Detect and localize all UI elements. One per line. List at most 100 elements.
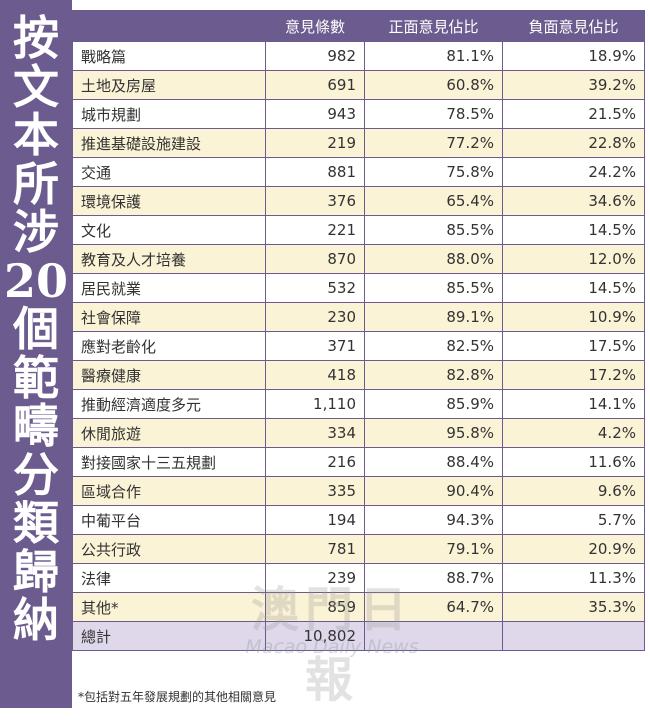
side-title-char: 納	[13, 593, 59, 647]
row-opinion-count: 219	[265, 128, 365, 158]
row-positive-share: 90.4%	[364, 476, 503, 506]
side-title-banner: 按 文 本 所 涉 20 個 範 疇 分 類 歸 納	[0, 0, 72, 708]
table-total-row: 總計 10,802	[72, 621, 645, 651]
row-opinion-count: 230	[265, 302, 365, 332]
row-positive-share: 60.8%	[364, 70, 503, 100]
row-opinion-count: 239	[265, 563, 365, 593]
total-opinion-count: 10,802	[265, 621, 365, 651]
row-opinion-count: 881	[265, 157, 365, 187]
row-positive-share: 78.5%	[364, 99, 503, 129]
row-category: 法律	[72, 563, 266, 593]
row-opinion-count: 943	[265, 99, 365, 129]
table-row: 公共行政 781 79.1% 20.9%	[72, 534, 645, 564]
table-row: 戰略篇 982 81.1% 18.9%	[72, 41, 645, 71]
row-category: 休閒旅遊	[72, 418, 266, 448]
table-row: 中葡平台 194 94.3% 5.7%	[72, 505, 645, 535]
row-positive-share: 81.1%	[364, 41, 503, 71]
row-positive-share: 89.1%	[364, 302, 503, 332]
row-category: 交通	[72, 157, 266, 187]
row-negative-share: 10.9%	[502, 302, 645, 332]
table-row: 文化 221 85.5% 14.5%	[72, 215, 645, 245]
row-category: 區域合作	[72, 476, 266, 506]
side-title-char: 按	[13, 11, 59, 65]
side-title-char: 分	[13, 447, 59, 502]
row-opinion-count: 371	[265, 331, 365, 361]
row-negative-share: 9.6%	[502, 476, 645, 506]
row-negative-share: 18.9%	[502, 41, 645, 71]
row-category: 社會保障	[72, 302, 266, 332]
footnote: *包括對五年發展規劃的其他相關意見	[78, 690, 277, 704]
table-row: 應對老齡化 371 82.5% 17.5%	[72, 331, 645, 361]
row-opinion-count: 870	[265, 244, 365, 274]
row-negative-share: 17.2%	[502, 360, 645, 390]
total-positive-share	[364, 621, 503, 651]
side-title-char: 本	[13, 108, 59, 162]
row-positive-share: 82.5%	[364, 331, 503, 361]
row-positive-share: 64.7%	[364, 592, 503, 622]
row-opinion-count: 1,110	[265, 389, 365, 419]
row-category: 文化	[72, 215, 266, 245]
side-title-char: 涉	[13, 205, 59, 259]
header-positive-share: 正面意見佔比	[364, 10, 503, 42]
row-opinion-count: 859	[265, 592, 365, 622]
header-negative-share: 負面意見佔比	[502, 10, 645, 42]
side-title-char: 20	[3, 253, 68, 308]
table-row: 休閒旅遊 334 95.8% 4.2%	[72, 418, 645, 448]
table-row: 醫療健康 418 82.8% 17.2%	[72, 360, 645, 390]
table-row: 交通 881 75.8% 24.2%	[72, 157, 645, 187]
row-negative-share: 35.3%	[502, 592, 645, 622]
row-negative-share: 4.2%	[502, 418, 645, 448]
row-negative-share: 21.5%	[502, 99, 645, 129]
row-positive-share: 75.8%	[364, 157, 503, 187]
row-category: 其他*	[72, 592, 266, 622]
row-positive-share: 82.8%	[364, 360, 503, 390]
row-positive-share: 65.4%	[364, 186, 503, 216]
row-category: 應對老齡化	[72, 331, 266, 361]
row-category: 居民就業	[72, 273, 266, 303]
table-row: 社會保障 230 89.1% 10.9%	[72, 302, 645, 332]
row-opinion-count: 221	[265, 215, 365, 245]
row-category: 推進基礎設施建設	[72, 128, 266, 158]
row-category: 環境保護	[72, 186, 266, 216]
table-row: 區域合作 335 90.4% 9.6%	[72, 476, 645, 506]
row-opinion-count: 982	[265, 41, 365, 71]
opinion-table-container: 意見條數 正面意見佔比 負面意見佔比 戰略篇 982 81.1% 18.9% 土地及房屋…	[72, 10, 645, 651]
row-opinion-count: 334	[265, 418, 365, 448]
row-opinion-count: 335	[265, 476, 365, 506]
row-category: 推動經濟適度多元	[72, 389, 266, 419]
header-category	[72, 10, 266, 42]
side-title-char: 文	[13, 59, 59, 114]
table-row: 環境保護 376 65.4% 34.6%	[72, 186, 645, 216]
row-positive-share: 85.5%	[364, 273, 503, 303]
row-negative-share: 11.6%	[502, 447, 645, 477]
row-category: 城市規劃	[72, 99, 266, 129]
total-negative-share	[502, 621, 645, 651]
row-negative-share: 14.5%	[502, 215, 645, 245]
row-positive-share: 85.9%	[364, 389, 503, 419]
row-positive-share: 88.0%	[364, 244, 503, 274]
table-row: 居民就業 532 85.5% 14.5%	[72, 273, 645, 303]
table-row: 城市規劃 943 78.5% 21.5%	[72, 99, 645, 129]
row-negative-share: 12.0%	[502, 244, 645, 274]
side-title-char: 範	[13, 350, 59, 405]
row-category: 醫療健康	[72, 360, 266, 390]
side-title-char: 個	[13, 302, 59, 356]
row-opinion-count: 194	[265, 505, 365, 535]
row-positive-share: 85.5%	[364, 215, 503, 245]
header-opinion-count: 意見條數	[265, 10, 365, 42]
table-body: 戰略篇 982 81.1% 18.9% 土地及房屋 691 60.8% 39.2% 城市規劃 94…	[72, 41, 645, 651]
row-negative-share: 24.2%	[502, 157, 645, 187]
row-positive-share: 88.4%	[364, 447, 503, 477]
row-negative-share: 14.1%	[502, 389, 645, 419]
table-row: 推動經濟適度多元 1,110 85.9% 14.1%	[72, 389, 645, 419]
side-title-char: 疇	[13, 399, 59, 453]
opinion-table: 意見條數 正面意見佔比 負面意見佔比 戰略篇 982 81.1% 18.9% 土地及房屋…	[72, 10, 645, 651]
row-negative-share: 11.3%	[502, 563, 645, 593]
row-positive-share: 88.7%	[364, 563, 503, 593]
side-title-char: 所	[13, 156, 59, 211]
side-title-char: 歸	[13, 544, 59, 599]
side-title-char: 類	[13, 496, 59, 550]
row-negative-share: 20.9%	[502, 534, 645, 564]
table-row: 土地及房屋 691 60.8% 39.2%	[72, 70, 645, 100]
row-opinion-count: 532	[265, 273, 365, 303]
